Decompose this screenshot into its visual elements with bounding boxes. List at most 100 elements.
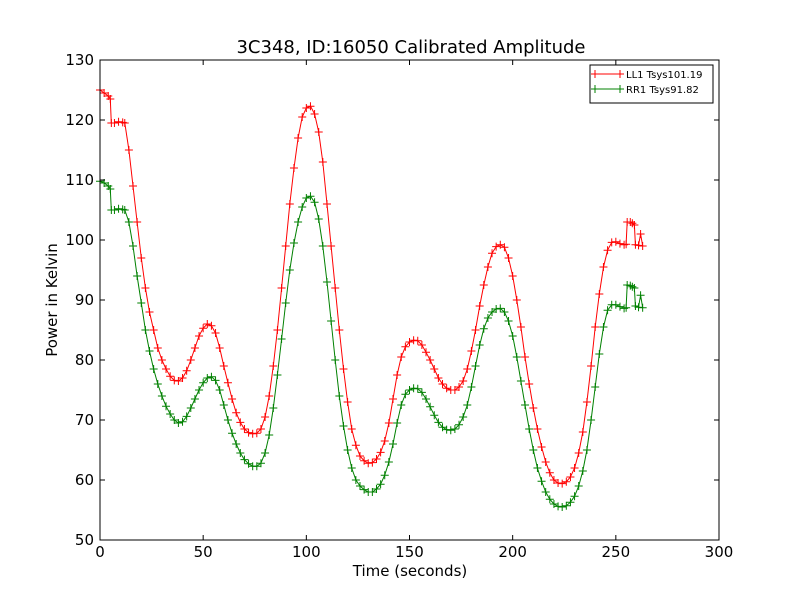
data-point <box>207 321 216 330</box>
data-point <box>215 344 224 352</box>
data-point <box>533 425 542 433</box>
data-point <box>261 449 270 457</box>
data-point <box>417 341 426 349</box>
data-point <box>269 362 278 370</box>
data-point <box>170 416 179 424</box>
data-point <box>236 418 245 427</box>
data-point <box>413 336 422 345</box>
series-2 <box>96 177 647 511</box>
data-point <box>277 284 286 292</box>
data-point <box>430 411 439 420</box>
data-point <box>162 365 171 373</box>
data-point <box>157 392 166 400</box>
data-point <box>591 323 600 331</box>
data-point <box>500 308 509 316</box>
data-point <box>562 501 571 510</box>
legend-marker <box>616 70 624 78</box>
data-point <box>426 402 435 411</box>
data-point <box>219 362 228 370</box>
legend-marker <box>591 85 599 93</box>
y-tick-label: 100 <box>65 231 94 249</box>
y-tick-label: 120 <box>65 111 94 129</box>
data-point <box>525 425 534 433</box>
data-point <box>628 282 637 291</box>
data-point <box>434 374 443 382</box>
data-point <box>186 356 195 364</box>
data-point <box>269 404 278 412</box>
data-point <box>603 246 612 255</box>
data-point <box>471 326 480 334</box>
data-point <box>626 218 635 226</box>
data-point <box>166 410 175 418</box>
data-point <box>450 386 459 394</box>
data-point <box>558 503 567 511</box>
data-point <box>355 452 364 460</box>
data-point <box>327 242 336 250</box>
data-point <box>471 362 480 370</box>
data-point <box>533 464 542 472</box>
data-point <box>166 372 175 381</box>
data-point <box>488 308 497 316</box>
data-point <box>492 305 501 313</box>
y-tick-label: 130 <box>65 51 94 69</box>
data-point <box>232 440 241 448</box>
data-point <box>298 113 307 121</box>
y-tick-label: 50 <box>75 531 94 549</box>
data-point <box>265 431 274 439</box>
data-point <box>488 249 497 258</box>
data-point <box>388 395 397 403</box>
data-point <box>442 425 451 434</box>
y-tick-label: 60 <box>75 471 94 489</box>
data-point <box>450 425 459 433</box>
data-point <box>289 164 298 172</box>
data-point <box>145 347 154 355</box>
data-point <box>554 502 563 511</box>
data-point <box>124 146 133 154</box>
data-point <box>376 480 385 489</box>
data-point <box>504 254 513 262</box>
data-point <box>438 380 447 388</box>
data-point <box>228 395 237 403</box>
data-point <box>562 477 571 486</box>
data-point <box>114 117 123 126</box>
data-point <box>455 420 464 429</box>
data-point <box>554 479 563 487</box>
data-point <box>479 281 488 289</box>
data-point <box>636 291 645 300</box>
data-point <box>306 192 315 201</box>
data-point <box>190 344 199 352</box>
data-point <box>186 404 195 412</box>
data-point <box>273 326 282 334</box>
data-point <box>549 500 558 508</box>
data-point <box>322 200 331 208</box>
data-point <box>459 377 468 385</box>
data-point <box>508 332 517 340</box>
data-point <box>360 485 369 494</box>
data-point <box>351 476 360 484</box>
data-point <box>638 242 647 250</box>
data-point <box>228 429 237 438</box>
x-tick-label: 0 <box>95 543 105 561</box>
data-point <box>500 243 509 252</box>
data-point <box>335 392 344 400</box>
data-point <box>174 419 183 427</box>
data-point <box>174 377 183 385</box>
data-point <box>376 448 385 457</box>
data-point <box>537 477 546 486</box>
data-point <box>207 372 216 381</box>
data-point <box>615 302 624 311</box>
data-point <box>106 95 115 103</box>
data-point <box>455 383 464 391</box>
data-point <box>541 458 550 466</box>
data-point <box>322 278 331 286</box>
data-point <box>273 371 282 379</box>
data-point <box>422 348 431 357</box>
data-point <box>574 482 583 490</box>
data-point <box>118 118 127 127</box>
x-tick-label: 150 <box>395 543 424 561</box>
data-point <box>467 383 476 391</box>
data-point <box>129 242 138 250</box>
data-point <box>570 492 579 501</box>
data-point <box>566 498 575 507</box>
data-point <box>578 467 587 475</box>
